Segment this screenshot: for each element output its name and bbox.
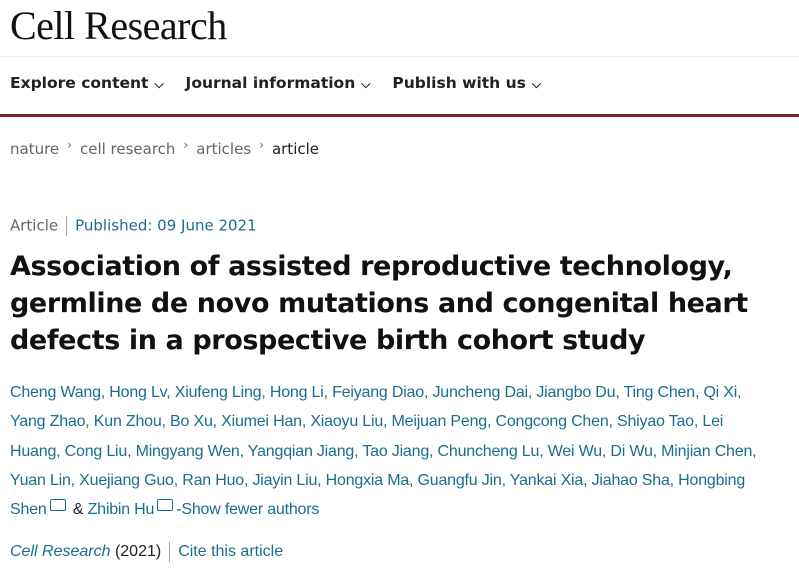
chevron-right-icon: › (259, 138, 264, 152)
article-title: Association of assisted reproductive tec… (10, 251, 748, 356)
article-meta: Article Published: 09 June 2021 (10, 216, 257, 236)
author-list: Cheng Wang, Hong Lv, Xiufeng Ling, Hong … (10, 378, 757, 524)
email-icon[interactable] (157, 499, 174, 512)
nav-publish-with-us[interactable]: Publish with us ⌵ (392, 74, 541, 92)
journal-logo[interactable]: Cell Research (10, 3, 227, 48)
nav-explore-content[interactable]: Explore content ⌵ (10, 74, 164, 92)
breadcrumb-cell-research[interactable]: cell research (79, 140, 176, 158)
author-line[interactable]: Yuan Lin, Xuejiang Guo, Ran Huo, Jiayin … (10, 471, 746, 489)
article-type: Article (10, 216, 59, 235)
divider (169, 542, 171, 562)
year: (2021) (114, 543, 162, 561)
chevron-down-icon: ⌵ (361, 77, 371, 91)
citation-bar: Cell Research (2021) Cite this article (10, 542, 283, 562)
nav-label: Publish with us (392, 74, 526, 92)
nav-label: Journal information (185, 74, 356, 92)
breadcrumb-nature[interactable]: nature (10, 140, 60, 158)
divider (66, 216, 68, 236)
nav-journal-information[interactable]: Journal information ⌵ (186, 74, 371, 92)
author-link[interactable]: Zhibin Hu (87, 501, 155, 519)
chevron-down-icon: ⌵ (531, 77, 541, 91)
author-link[interactable]: Shen (10, 501, 47, 519)
author-line[interactable]: Cheng Wang, Hong Lv, Xiufeng Ling, Hong … (10, 384, 742, 401)
nav-label: Explore content (10, 74, 149, 92)
breadcrumb-articles[interactable]: articles (196, 140, 252, 158)
chevron-right-icon: › (183, 138, 189, 152)
main-nav: Explore content ⌵ Journal information ⌵ Pu… (10, 74, 541, 92)
chevron-down-icon: ⌵ (154, 77, 164, 91)
email-icon[interactable] (49, 499, 66, 512)
journal-name[interactable]: Cell Research (10, 543, 111, 561)
chevron-right-icon: › (67, 138, 72, 152)
divider (0, 56, 799, 57)
cite-this-article-link[interactable]: Cite this article (178, 543, 284, 561)
accent-rule (0, 114, 799, 117)
author-line[interactable]: Yang Zhao, Kun Zhou, Bo Xu, Xiumei Han, … (10, 413, 724, 431)
breadcrumb-current: article (271, 140, 320, 158)
and-text: & (72, 501, 84, 519)
author-line[interactable]: Huang, Cong Liu, Mingyang Wen, Yangqian … (10, 442, 757, 460)
breadcrumb: nature › cell research › articles › article (10, 138, 320, 158)
show-fewer-authors-link[interactable]: -Show fewer authors (176, 501, 320, 519)
published-date: Published: 09 June 2021 (75, 216, 257, 235)
